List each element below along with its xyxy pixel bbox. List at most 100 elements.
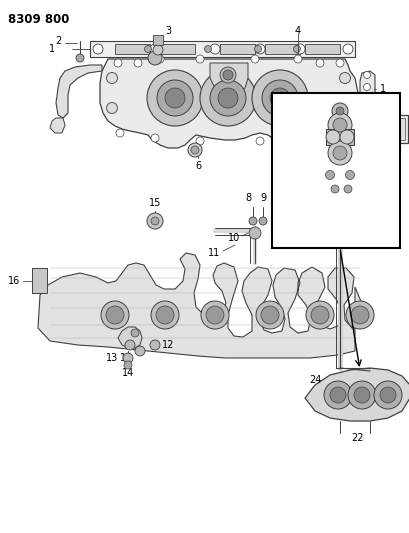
Circle shape (150, 340, 160, 350)
Circle shape (329, 387, 345, 403)
Circle shape (147, 70, 202, 126)
Bar (160, 44, 195, 54)
Circle shape (342, 44, 352, 54)
Circle shape (363, 84, 370, 91)
Text: 22: 22 (351, 433, 363, 443)
Circle shape (131, 329, 139, 337)
Circle shape (335, 59, 343, 67)
Circle shape (116, 129, 124, 137)
Text: 1: 1 (49, 44, 55, 54)
Circle shape (254, 45, 261, 52)
Bar (90, 41, 354, 57)
Polygon shape (100, 59, 357, 148)
Bar (325, 129, 353, 145)
Polygon shape (359, 71, 374, 108)
Circle shape (204, 45, 211, 52)
Circle shape (363, 71, 370, 78)
Circle shape (151, 134, 159, 142)
Circle shape (93, 44, 103, 54)
Circle shape (330, 185, 338, 193)
Text: 4: 4 (294, 26, 300, 36)
Text: 11: 11 (207, 248, 220, 258)
Circle shape (248, 217, 256, 225)
Circle shape (339, 102, 350, 114)
Circle shape (343, 185, 351, 193)
Circle shape (325, 130, 339, 144)
Circle shape (205, 306, 223, 324)
Circle shape (339, 130, 353, 144)
Circle shape (151, 217, 159, 225)
Circle shape (196, 55, 204, 63)
Circle shape (252, 70, 307, 126)
Circle shape (373, 381, 401, 409)
Bar (264, 44, 299, 54)
Circle shape (270, 88, 289, 108)
Circle shape (293, 45, 300, 52)
Text: 23: 23 (282, 170, 294, 180)
Text: 5: 5 (359, 106, 365, 116)
Circle shape (101, 301, 129, 329)
Circle shape (196, 137, 204, 145)
Circle shape (258, 217, 266, 225)
Circle shape (345, 301, 373, 329)
Polygon shape (38, 253, 365, 358)
Bar (382, 118, 404, 140)
Text: 6: 6 (194, 161, 200, 171)
Circle shape (124, 361, 132, 369)
Circle shape (345, 171, 354, 180)
Text: 10: 10 (227, 233, 239, 243)
Bar (304, 44, 339, 54)
Circle shape (310, 306, 328, 324)
Bar (379, 115, 407, 143)
Text: 18: 18 (369, 184, 381, 194)
Circle shape (191, 146, 198, 154)
Text: 21: 21 (282, 148, 294, 158)
Text: 7: 7 (366, 146, 372, 156)
Circle shape (325, 171, 334, 180)
Text: 13: 13 (106, 353, 118, 363)
Circle shape (250, 55, 258, 63)
Text: 1: 1 (379, 84, 385, 94)
Circle shape (334, 101, 344, 111)
Circle shape (125, 340, 135, 350)
Circle shape (255, 301, 283, 329)
Circle shape (255, 137, 263, 145)
Text: 9: 9 (259, 193, 265, 203)
Text: 12: 12 (162, 340, 174, 350)
Circle shape (153, 45, 163, 55)
Text: 19: 19 (282, 120, 294, 130)
Circle shape (327, 113, 351, 137)
Text: 3: 3 (164, 26, 171, 36)
Circle shape (315, 59, 323, 67)
Circle shape (332, 146, 346, 160)
Circle shape (106, 72, 117, 84)
Circle shape (379, 387, 395, 403)
Circle shape (220, 67, 236, 83)
Circle shape (188, 143, 202, 157)
Circle shape (200, 301, 229, 329)
Circle shape (331, 103, 347, 119)
Circle shape (164, 88, 184, 108)
Circle shape (106, 102, 117, 114)
Circle shape (327, 141, 351, 165)
Bar (32, 268, 47, 293)
Text: 24: 24 (308, 375, 320, 385)
Circle shape (155, 306, 173, 324)
Circle shape (135, 346, 145, 356)
Text: 8: 8 (244, 193, 250, 203)
Bar (115, 44, 150, 54)
Circle shape (123, 353, 133, 363)
Circle shape (261, 306, 278, 324)
Circle shape (300, 134, 308, 142)
Circle shape (106, 306, 124, 324)
Text: 15: 15 (148, 198, 161, 208)
Circle shape (148, 51, 162, 65)
Circle shape (209, 44, 220, 54)
Polygon shape (209, 63, 247, 93)
Circle shape (144, 45, 151, 52)
Circle shape (134, 59, 142, 67)
Bar (271, 93, 399, 248)
Text: 13: 13 (119, 353, 132, 363)
Text: 18: 18 (369, 92, 381, 102)
Text: 18: 18 (282, 184, 294, 194)
